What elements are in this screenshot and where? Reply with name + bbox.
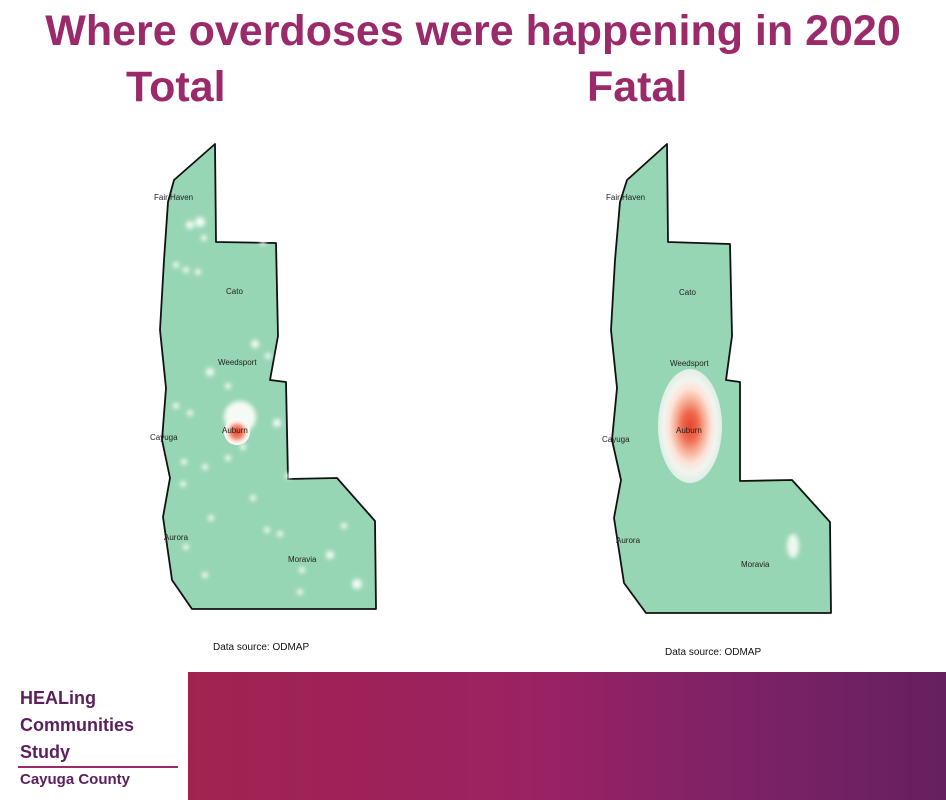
- county-outline-fatal: [610, 143, 832, 614]
- county-maps: Fair Haven Cato Weedsport Cayuga Auburn …: [150, 143, 832, 614]
- town-label-fair-haven: Fair Haven: [606, 193, 645, 202]
- town-label-aurora: Aurora: [616, 536, 641, 545]
- data-source-total: Data source: ODMAP: [213, 642, 310, 653]
- map-fatal: Fair Haven Cato Weedsport Cayuga Auburn …: [602, 143, 832, 614]
- healing-study-logo: [0, 672, 188, 800]
- town-label-fair-haven: Fair Haven: [154, 193, 193, 202]
- logo-county: Cayuga County: [20, 771, 131, 788]
- town-label-cato: Cato: [679, 288, 696, 297]
- town-label-auburn: Auburn: [676, 426, 702, 435]
- town-label-aurora: Aurora: [164, 533, 189, 542]
- town-label-cayuga: Cayuga: [150, 433, 178, 442]
- town-label-auburn: Auburn: [222, 426, 248, 435]
- slide-title: Where overdoses were happening in 2020: [45, 7, 901, 55]
- town-label-moravia: Moravia: [741, 560, 770, 569]
- panel-title-total: Total: [126, 63, 226, 111]
- logo-line-study: Study: [20, 742, 71, 762]
- town-label-moravia: Moravia: [288, 555, 317, 564]
- panel-title-fatal: Fatal: [587, 63, 688, 111]
- logo-line-healing: HEALing: [20, 688, 96, 708]
- footer-gradient-band: [188, 672, 946, 800]
- town-label-weedsport: Weedsport: [218, 358, 257, 367]
- town-label-cayuga: Cayuga: [602, 435, 630, 444]
- data-source-fatal: Data source: ODMAP: [665, 647, 762, 658]
- logo-line-communities: Communities: [20, 715, 135, 735]
- hotspot-auburn-fatal: [658, 369, 722, 483]
- town-label-weedsport: Weedsport: [670, 359, 709, 368]
- hotspot-moravia-fatal: [787, 534, 799, 558]
- town-label-cato: Cato: [226, 287, 243, 296]
- county-outline-total: [159, 143, 377, 610]
- hotspot-auburn-total: [224, 419, 250, 445]
- map-total: Fair Haven Cato Weedsport Cayuga Auburn …: [150, 143, 377, 610]
- logo-divider: [18, 766, 178, 768]
